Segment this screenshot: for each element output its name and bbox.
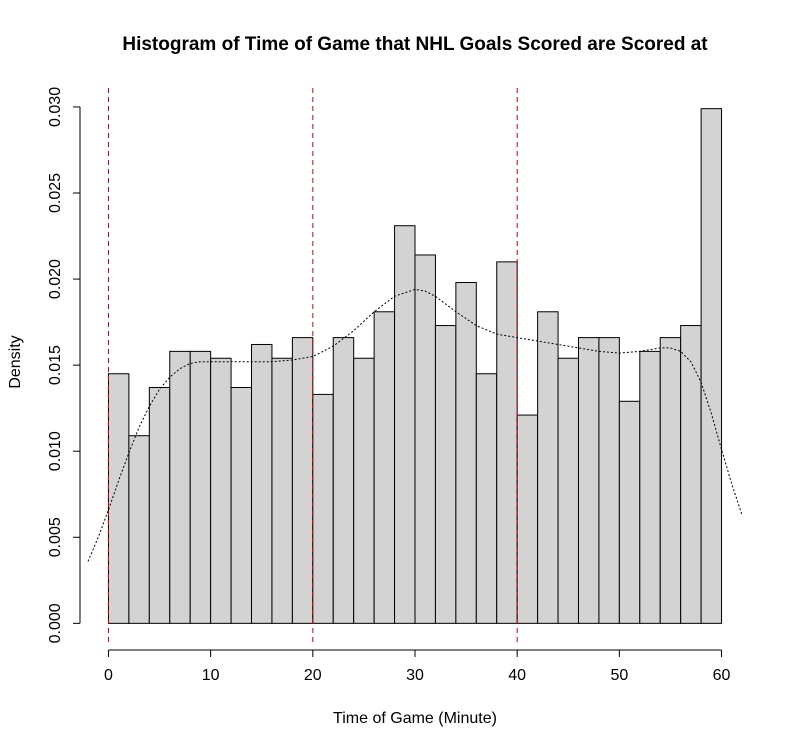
x-axis-label: Time of Game (Minute) (333, 710, 497, 727)
histogram-bar (577, 337, 600, 624)
y-tick-label: 0.020 (47, 259, 64, 299)
histogram-bar (291, 337, 314, 624)
histogram-bar (148, 387, 171, 624)
histogram-bar (312, 393, 334, 624)
histogram-bar (680, 325, 702, 624)
histogram-bar (210, 357, 232, 624)
histogram-bar (169, 350, 191, 624)
histogram-bar (230, 387, 253, 624)
histogram-bar (659, 337, 682, 624)
chart-title: Histogram of Time of Game that NHL Goals… (122, 34, 708, 55)
histogram-bar (107, 373, 130, 624)
y-axis-label: Density (7, 335, 24, 388)
y-tick-label: 0.015 (47, 345, 64, 385)
x-tick-label: 10 (202, 667, 220, 684)
x-tick-label: 50 (610, 667, 628, 684)
y-tick-label: 0.010 (47, 431, 64, 471)
histogram-bar (434, 325, 457, 624)
histogram-bar (496, 261, 518, 624)
histogram-bars (107, 108, 723, 624)
x-tick-label: 20 (304, 667, 322, 684)
histogram-bar (537, 311, 559, 624)
histogram-bar (618, 400, 641, 624)
reference-lines (107, 88, 518, 644)
histogram-bar (598, 337, 620, 624)
y-tick-label: 0.025 (47, 173, 64, 213)
y-tick-label: 0.000 (47, 603, 64, 643)
histogram-bar (128, 435, 150, 624)
histogram-bar (700, 108, 723, 624)
histogram-bar (516, 414, 539, 624)
histogram-bar (639, 350, 661, 624)
x-axis: 0 10 20 30 40 50 60 (104, 649, 731, 684)
x-tick-label: 40 (508, 667, 526, 684)
histogram-bar (373, 311, 396, 624)
histogram-bar (353, 357, 375, 624)
x-tick-label: 60 (713, 667, 731, 684)
x-tick-label: 0 (104, 667, 113, 684)
density-curve (87, 288, 743, 562)
y-tick-label: 0.030 (47, 87, 64, 127)
y-axis: 0.000 0.005 0.010 0.015 0.020 0.025 0.030 (47, 87, 81, 643)
x-tick-label: 30 (406, 667, 424, 684)
y-tick-label: 0.005 (47, 517, 64, 557)
histogram-bar (332, 337, 355, 624)
histogram-bar (557, 357, 579, 624)
histogram-bar (475, 373, 498, 624)
histogram-bar (455, 282, 477, 624)
histogram-bar (189, 350, 212, 624)
histogram-bar (394, 225, 416, 624)
histogram-bar (271, 357, 293, 624)
histogram-bar (414, 254, 436, 624)
histogram-bar (251, 343, 273, 624)
